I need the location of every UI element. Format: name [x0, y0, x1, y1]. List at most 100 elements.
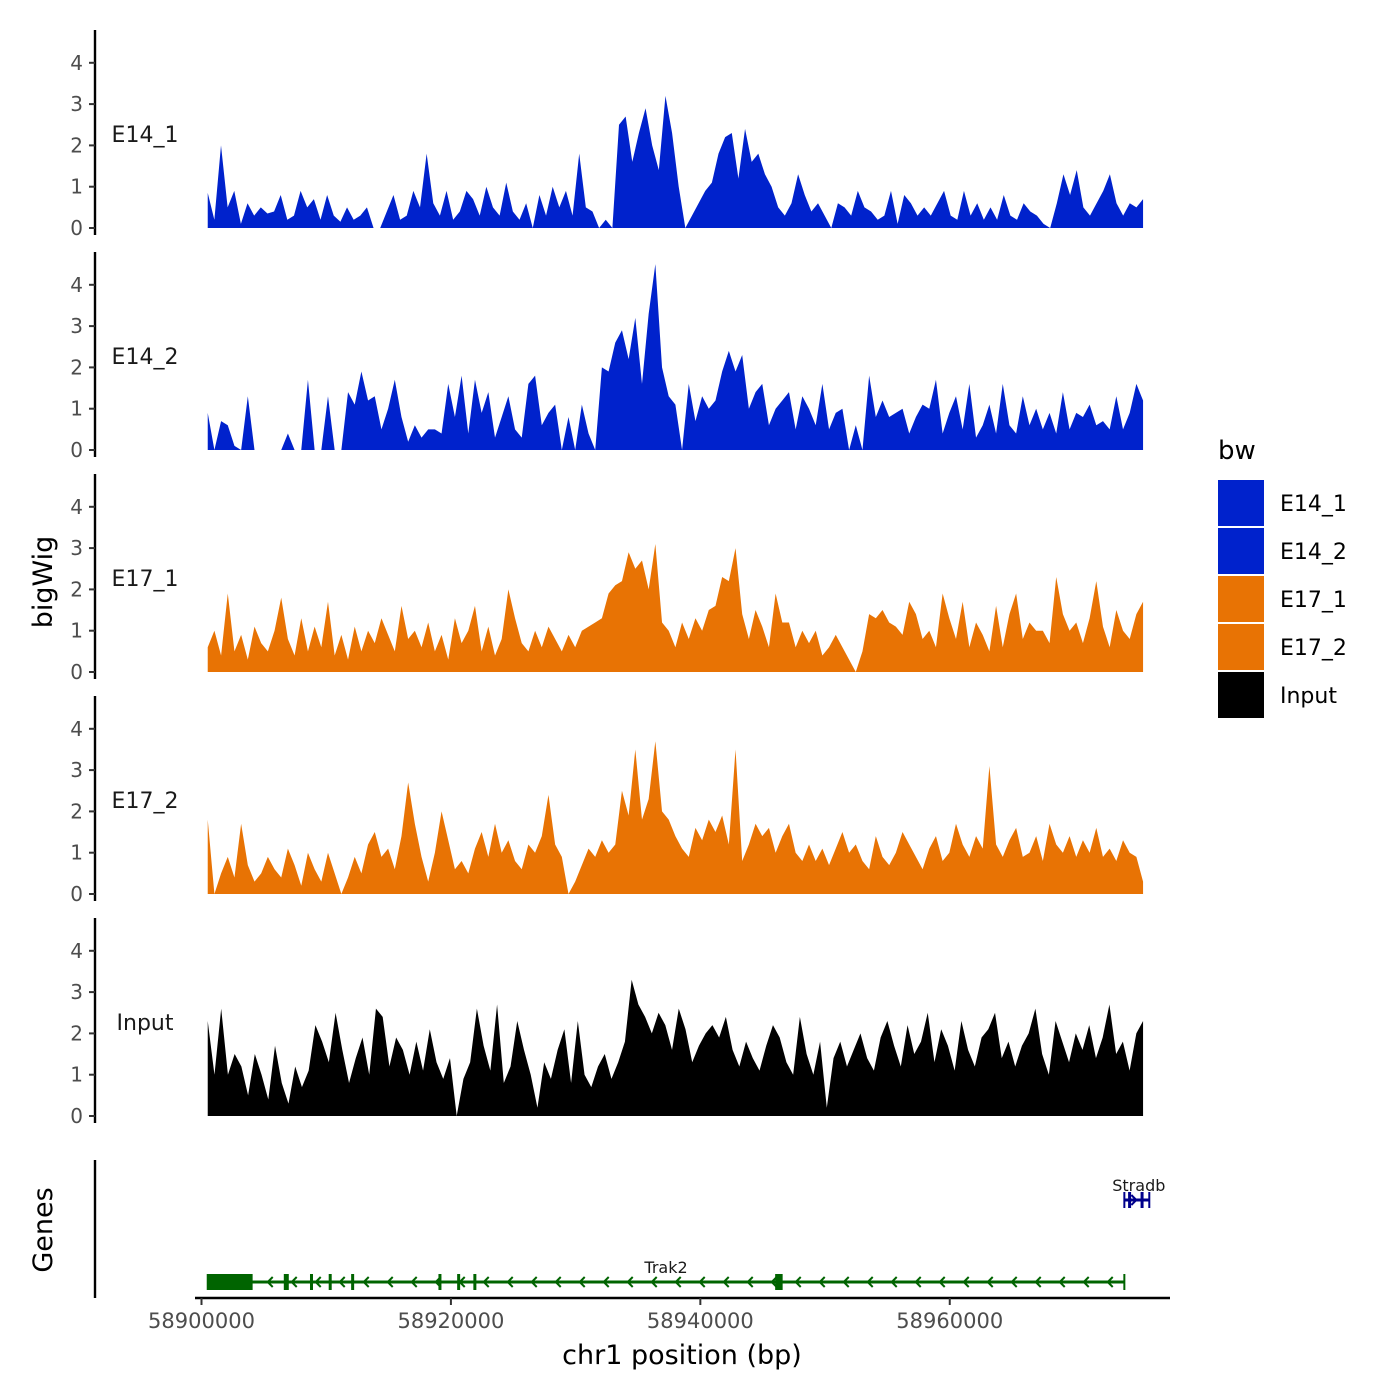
gene-label: Trak2 [643, 1258, 687, 1277]
y-tick-label: 4 [70, 273, 83, 297]
exon [473, 1274, 477, 1290]
strand-arrow [386, 1276, 394, 1288]
y-tick-label: 2 [70, 133, 83, 157]
strand-arrow [938, 1276, 946, 1288]
gene-Trak2: Trak2 [206, 1258, 1126, 1290]
track-label: E17_1 [112, 567, 179, 592]
signal-area-E14_1 [207, 95, 1144, 228]
strand-arrow [602, 1276, 610, 1288]
exon [775, 1274, 783, 1290]
y-tick-label: 0 [70, 438, 83, 462]
y-tick-label: 3 [70, 92, 83, 116]
x-tick-label: 58900000 [148, 1309, 255, 1333]
y-tick-label: 2 [70, 355, 83, 379]
y-tick-label: 2 [70, 577, 83, 601]
exon [207, 1274, 253, 1290]
legend-entry-Input: Input [1218, 672, 1337, 718]
strand-arrow [962, 1276, 970, 1288]
strand-arrow [410, 1276, 418, 1288]
strand-arrow [530, 1276, 538, 1288]
strand-arrow [914, 1276, 922, 1288]
exon [283, 1274, 289, 1290]
strand-arrow [866, 1276, 874, 1288]
legend-label: E14_1 [1280, 492, 1347, 517]
exon [1128, 1192, 1132, 1208]
strand-arrow [650, 1276, 658, 1288]
legend-label: E17_2 [1280, 636, 1347, 661]
x-axis: 58900000 58920000 58940000 58960000 [148, 1296, 1170, 1333]
legend-key [1218, 576, 1264, 622]
legend-entry-E14_1: E14_1 [1218, 480, 1347, 526]
x-axis-title: chr1 position (bp) [562, 1340, 802, 1371]
strand-arrow [482, 1276, 490, 1288]
strand-arrow [890, 1276, 898, 1288]
x-tick-label: 58940000 [647, 1309, 754, 1333]
y-tick-label: 2 [70, 799, 83, 823]
strand-arrow [266, 1276, 274, 1288]
legend-title: bw [1218, 436, 1256, 466]
x-tick-label: 58920000 [397, 1309, 504, 1333]
y-tick-label: 4 [70, 51, 83, 75]
strand-arrow [794, 1276, 802, 1288]
strand-arrow [818, 1276, 826, 1288]
exon [351, 1274, 355, 1290]
strand-arrow [698, 1276, 706, 1288]
gene-Stradb: Stradb [1112, 1176, 1165, 1208]
track-Input: 0 1 2 3 4 Input [70, 918, 1144, 1128]
y-tick-label: 4 [70, 495, 83, 519]
strand-arrow [674, 1276, 682, 1288]
legend-entry-E17_1: E17_1 [1218, 576, 1347, 622]
y-tick-label: 1 [70, 1063, 83, 1087]
y-tick-label: 2 [70, 1021, 83, 1045]
track-E17_2: 0 1 2 3 4 E17_2 [70, 696, 1144, 906]
strand-arrow [842, 1276, 850, 1288]
legend-label: E14_2 [1280, 540, 1347, 565]
signal-area-E17_2 [207, 741, 1144, 894]
y-tick-label: 3 [70, 758, 83, 782]
track-E14_2: 0 1 2 3 4 E14_2 [70, 252, 1144, 462]
strand-arrow [290, 1276, 298, 1288]
y-tick-label: 0 [70, 1104, 83, 1128]
genes-axis-title: Genes [28, 1187, 59, 1272]
strand-arrow [746, 1276, 754, 1288]
strand-arrow [578, 1276, 586, 1288]
exon [457, 1274, 461, 1290]
strand-arrow [1106, 1276, 1114, 1288]
legend-key [1218, 672, 1264, 718]
strand-arrow [722, 1276, 730, 1288]
strand-arrow [338, 1276, 346, 1288]
legend: bw E14_1 E14_2 E17_1 E17_2 Input [1218, 436, 1347, 718]
strand-arrow [362, 1276, 370, 1288]
y-tick-label: 1 [70, 619, 83, 643]
gene-panel: Trak2 Stradb [93, 1160, 1165, 1298]
strand-arrow [986, 1276, 994, 1288]
legend-key [1218, 624, 1264, 670]
track-label: E14_1 [112, 123, 179, 148]
gene-label: Stradb [1112, 1176, 1165, 1195]
y-tick-label: 4 [70, 717, 83, 741]
y-tick-label: 1 [70, 175, 83, 199]
legend-entry-E14_2: E14_2 [1218, 528, 1347, 574]
y-axis-title: bigWig [28, 536, 59, 629]
exon [309, 1274, 313, 1290]
track-label: E17_2 [112, 789, 179, 814]
strand-arrow [1010, 1276, 1018, 1288]
strand-arrow [314, 1276, 322, 1288]
legend-label: E17_1 [1280, 588, 1347, 613]
y-tick-label: 0 [70, 882, 83, 906]
signal-area-E14_2 [207, 264, 1144, 450]
strand-arrow [1082, 1276, 1090, 1288]
track-E14_1: 0 1 2 3 4 E14_1 [70, 30, 1144, 240]
strand-arrow [554, 1276, 562, 1288]
exon [1140, 1192, 1144, 1208]
legend-entry-E17_2: E17_2 [1218, 624, 1347, 670]
y-tick-label: 0 [70, 660, 83, 684]
track-E17_1: 0 1 2 3 4 E17_1 [70, 474, 1144, 684]
y-tick-label: 3 [70, 980, 83, 1004]
strand-arrow [1058, 1276, 1066, 1288]
track-label: E14_2 [112, 345, 179, 370]
y-tick-label: 1 [70, 397, 83, 421]
bigwig-tracks: 0 1 2 3 4 E14_1 0 1 2 3 4 E14_2 0 1 2 3 4 E17_1 0 1 2 3 4 E17_2… [70, 30, 1144, 1128]
exon [328, 1274, 332, 1290]
strand-arrow [770, 1276, 778, 1288]
